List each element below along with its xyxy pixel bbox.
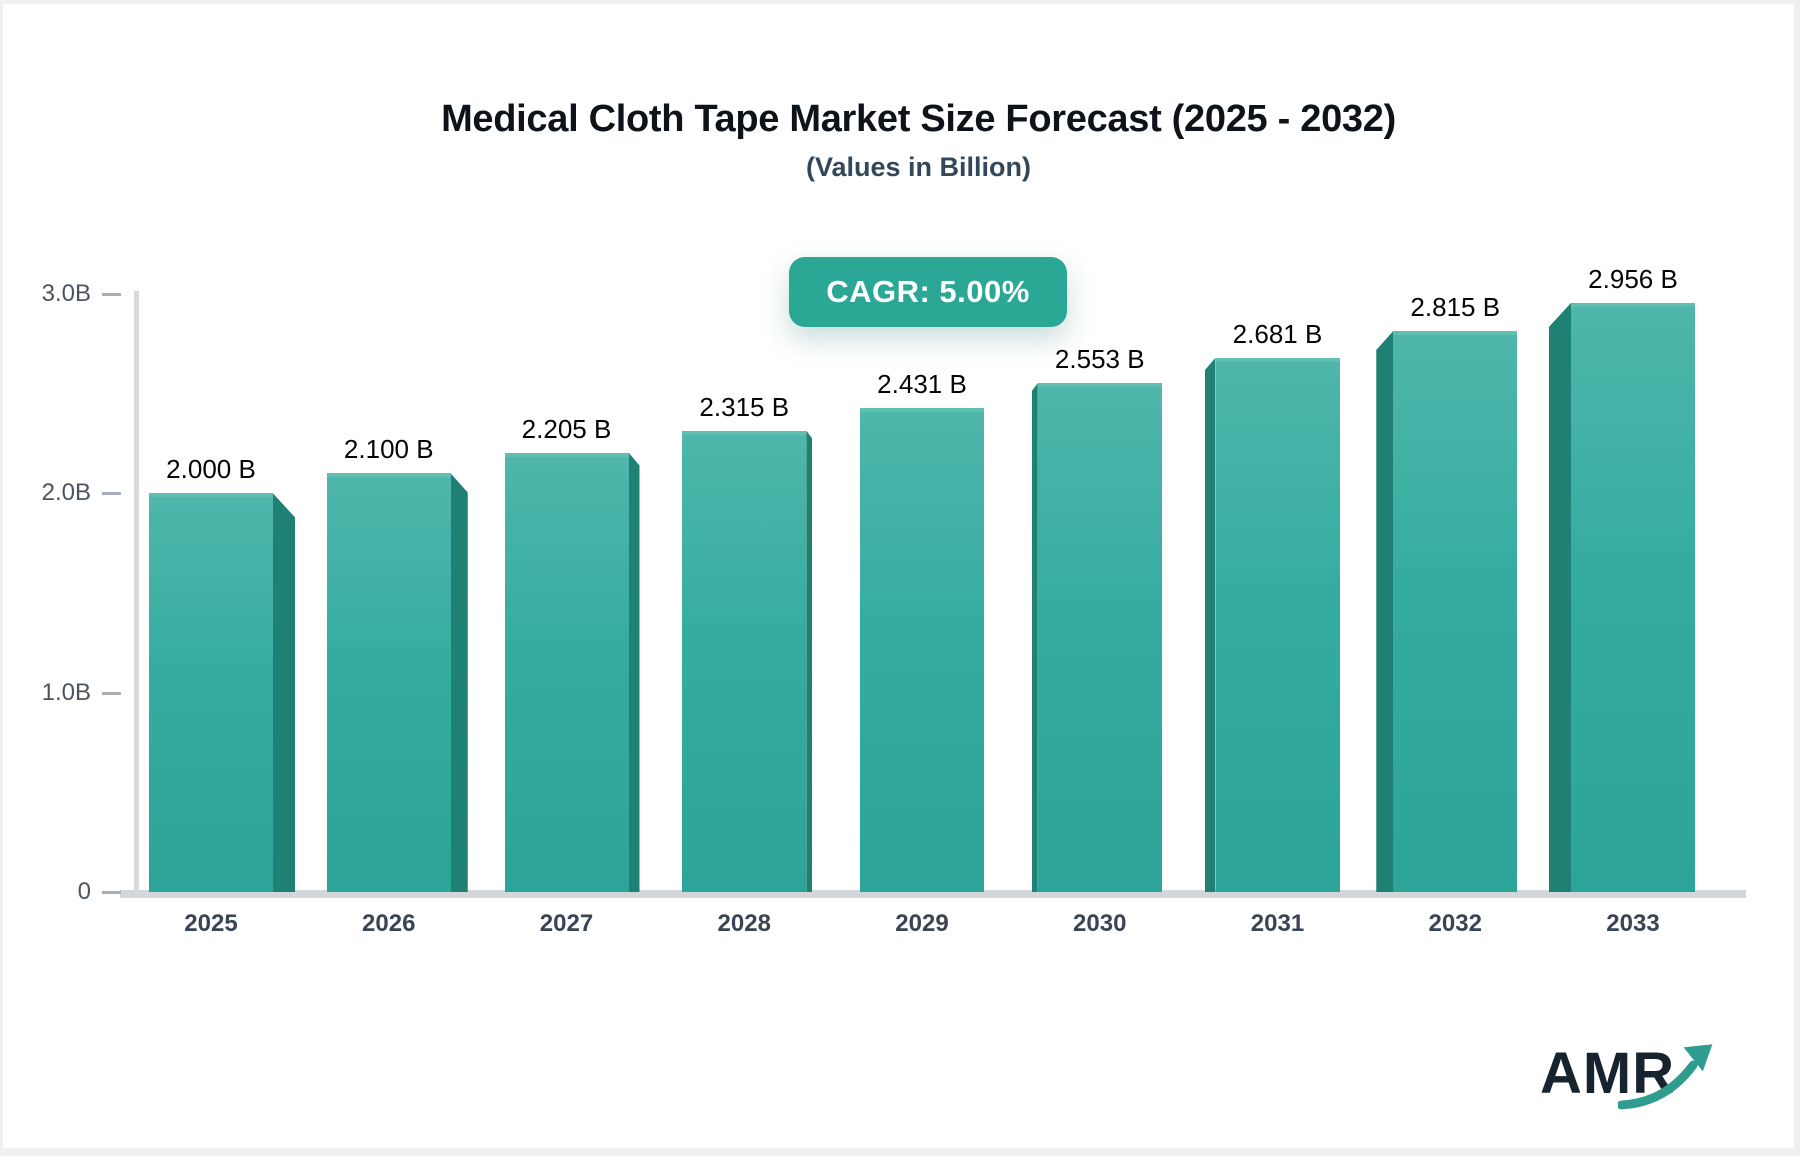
bar xyxy=(326,473,451,892)
bar-side-face xyxy=(450,473,468,892)
bar-side-face xyxy=(1549,302,1571,892)
bar-value-label: 2.681 B xyxy=(1232,318,1323,349)
bar xyxy=(504,452,629,892)
y-tick-label: 0 xyxy=(77,878,91,905)
x-tick-label: 2027 xyxy=(539,910,594,937)
bar-value-label: 2.431 B xyxy=(877,368,967,399)
x-tick-label: 2029 xyxy=(895,910,949,937)
y-tick-dash xyxy=(102,492,121,496)
x-tick-label: 2030 xyxy=(1073,910,1127,937)
bar-side-face xyxy=(628,452,640,892)
amr-logo: AMR xyxy=(1540,1040,1740,1120)
chart-subtitle: (Values in Billion) xyxy=(805,152,1032,182)
bar-side-face xyxy=(806,430,813,892)
bar-side-face xyxy=(273,493,295,892)
y-tick-dash xyxy=(102,293,121,297)
bar-side-face xyxy=(1204,357,1216,892)
bar-side-face xyxy=(1376,330,1394,892)
bar-value-label: 2.956 B xyxy=(1588,263,1678,294)
x-tick-label: 2026 xyxy=(362,910,416,937)
bar-value-label: 2.000 B xyxy=(166,454,256,485)
y-tick-label: 2.0B xyxy=(41,479,91,507)
bar-value-label: 2.100 B xyxy=(343,434,434,465)
bar-value-label: 2.553 B xyxy=(1054,344,1145,375)
cagr-badge: CAGR: 5.00% xyxy=(789,257,1067,327)
bar xyxy=(682,430,807,892)
x-tick-label: 2025 xyxy=(184,910,238,937)
bar xyxy=(1393,330,1518,892)
bar-side-face xyxy=(1031,383,1038,892)
y-tick-dash xyxy=(102,691,121,695)
x-tick-label: 2033 xyxy=(1606,910,1660,937)
y-tick-label: 1.0B xyxy=(41,678,91,706)
bar-value-label: 2.205 B xyxy=(521,413,612,444)
bar xyxy=(149,493,273,892)
bar xyxy=(1037,383,1162,892)
chart-title: Medical Cloth Tape Market Size Forecast … xyxy=(441,98,1396,140)
bar xyxy=(860,407,984,892)
y-tick-dash xyxy=(102,891,121,894)
x-tick-label: 2031 xyxy=(1250,910,1305,937)
chart-card: Medical Cloth Tape Market Size Forecast … xyxy=(3,4,1794,1148)
growth-arrow-icon xyxy=(1618,1044,1713,1110)
y-tick-label: 3.0B xyxy=(41,280,91,308)
bar-value-label: 2.815 B xyxy=(1410,291,1501,322)
plot-area: 0 1.0B 2.0B 3.0B 2.000 B 2025 2.100 B 2026 2.205… xyxy=(3,4,1794,1148)
x-axis-line xyxy=(120,890,1746,898)
bar xyxy=(1215,357,1340,892)
x-tick-label: 2032 xyxy=(1428,910,1482,937)
y-axis-line xyxy=(134,291,139,898)
x-tick-label: 2028 xyxy=(717,910,771,937)
bar xyxy=(1571,302,1695,892)
bar-value-label: 2.315 B xyxy=(699,391,790,422)
